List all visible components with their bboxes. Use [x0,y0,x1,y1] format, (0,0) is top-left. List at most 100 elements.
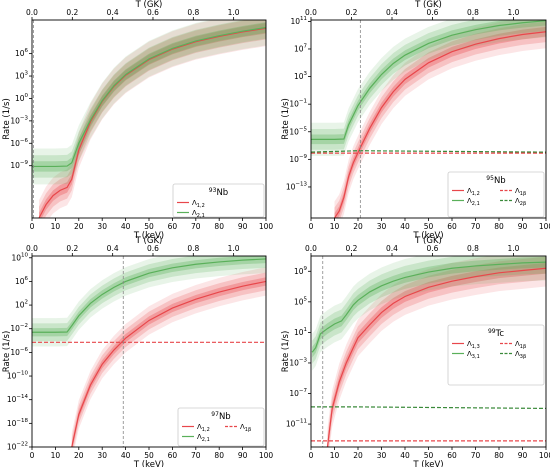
series-band-1-2-1 [39,20,266,218]
y-axis-label: Rate (1/s) [2,98,12,140]
y-tick-label: 10−6 [10,347,28,357]
legend-entry: Λ2β [515,197,526,207]
top-x-tick-label: 0.0 [26,8,38,17]
x-tick-label: 90 [518,451,528,460]
series-line-3beta [311,406,546,410]
series-band-1-3-2 [327,256,546,447]
plot-area [32,20,266,218]
y-tick-label: 106 [15,48,29,58]
x-tick-label: 30 [377,451,387,460]
top-x-tick-label: 1.0 [228,8,240,17]
series-band-2-1-2 [32,20,266,178]
legend: 93Nb Λ1,2Λ2,1 [172,183,265,219]
chart-panel-3: 0 10 20 30 40 50 60 70 80 90 100 0.0 0.2 0.4 0.6 0.8 1.0… [2,236,273,470]
x-tick-label: 10 [51,222,61,231]
series-line-2-1 [32,26,266,168]
legend-title: 95Nb [486,175,505,186]
x-tick-label: 80 [214,222,224,231]
x-tick-label: 0 [30,451,35,460]
y-tick-label: 10−2 [10,323,28,333]
top-x-tick-label: 0.6 [147,244,159,253]
y-tick-label: 10−7 [289,388,307,398]
y-tick-label: 10−3 [289,357,307,367]
y-tick-label: 1011 [290,16,307,26]
x-tick-label: 50 [144,222,154,231]
series-line-2beta [311,150,546,153]
y-tick-label: 107 [294,43,308,53]
legend-entry: Λ1β [515,340,526,350]
top-x-tick-label: 1.0 [508,244,520,253]
x-tick-label: 90 [518,222,528,231]
legend-title: 97Nb [211,411,230,422]
x-tick-label: 10 [51,451,61,460]
x-tick-label: 20 [74,222,84,231]
x-axis-label: T (keV) [133,231,164,241]
x-tick-label: 20 [353,222,363,231]
x-tick-label: 0 [309,451,314,460]
series-band-1-3-3 [327,262,546,447]
top-x-tick-label: 0.2 [66,8,78,17]
y-tick-label: 101 [294,327,307,337]
series-band-1-2-3 [39,22,266,218]
x-tick-label: 80 [494,222,504,231]
series-band-3-1-3 [312,256,546,358]
top-x-tick-label: 0.6 [147,8,159,17]
series-band-1-2-3 [71,277,266,447]
top-x-tick-label: 0.0 [305,8,317,17]
legend-entry: Λ3,1 [467,350,480,360]
y-axis-label: Rate (1/s) [2,331,12,373]
y-tick-label: 10−18 [7,418,29,428]
y-tick-label: 10−9 [10,160,28,170]
x-tick-label: 50 [424,451,434,460]
legend-entry: Λ1β [240,423,251,433]
top-x-tick-label: 1.0 [508,8,520,17]
x-tick-label: 100 [539,222,550,231]
series-band-1-2-1 [334,20,546,218]
x-tick-label: 40 [121,451,131,460]
top-x-tick-label: 0.2 [66,244,78,253]
series-band-3-1-1 [312,256,546,371]
x-tick-label: 60 [168,222,178,231]
x-tick-label: 50 [424,222,434,231]
y-tick-label: 102 [15,300,28,310]
x-tick-label: 60 [447,451,457,460]
x-axis-label: T (keV) [412,231,443,241]
y-axis-label: Rate (1/s) [281,98,291,140]
legend-entry: Λ1,2 [197,423,210,433]
top-x-tick-label: 0.2 [346,244,358,253]
x-tick-label: 30 [97,451,107,460]
legend-entry: Λ2,1 [197,433,210,443]
y-tick-label: 103 [294,71,308,81]
y-tick-label: 10−22 [7,442,28,452]
x-axis-label: T (keV) [133,460,164,467]
x-tick-label: 10 [330,222,340,231]
x-tick-label: 70 [191,222,201,231]
legend-title: 99Tc [488,328,504,339]
series-band-2-1-1 [32,256,266,347]
y-axis-label: Rate (1/s) [281,331,291,373]
top-x-tick-label: 0.0 [305,244,317,253]
y-tick-label: 10−13 [286,181,308,191]
x-tick-label: 20 [353,451,363,460]
y-tick-label: 109 [294,266,308,276]
top-x-axis-label: T (GK) [135,236,163,246]
legend-entry: Λ2,1 [192,209,205,219]
top-x-tick-label: 0.8 [467,244,479,253]
plot-area [311,256,546,447]
plot-area [32,256,266,447]
y-tick-label: 10−9 [289,154,307,164]
top-x-tick-label: 1.0 [228,244,240,253]
top-x-axis-label: T (GK) [414,236,442,246]
top-x-tick-label: 0.8 [187,244,199,253]
series-band-2-1-1 [311,20,546,156]
x-tick-label: 30 [97,222,107,231]
series-line-2-1 [311,20,546,140]
x-tick-label: 40 [400,222,410,231]
y-tick-label: 10−6 [10,138,28,148]
series-band-2-1-3 [311,20,546,145]
plot-area [311,20,546,218]
x-tick-label: 40 [400,451,410,460]
y-tick-label: 106 [15,276,29,286]
